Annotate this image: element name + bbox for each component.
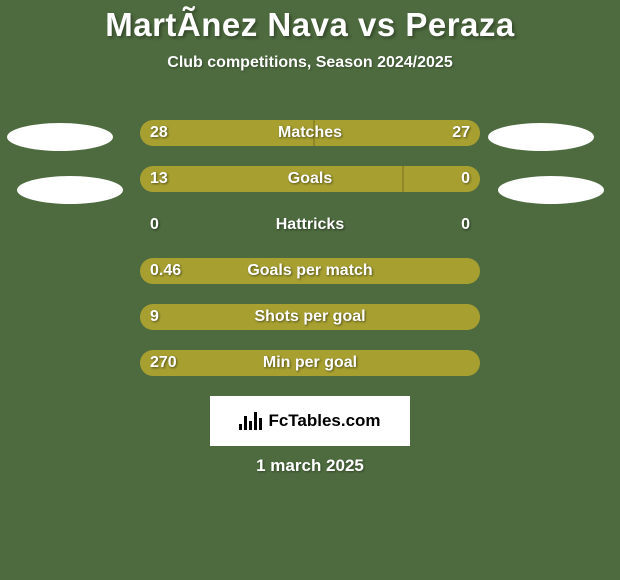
compare-row: Goals130 bbox=[0, 156, 620, 202]
bar-chart-icon bbox=[239, 412, 262, 430]
page-subtitle: Club competitions, Season 2024/2025 bbox=[0, 54, 620, 72]
bar-left bbox=[140, 304, 480, 330]
bar-track bbox=[140, 258, 480, 284]
bar-track bbox=[140, 304, 480, 330]
bar-track bbox=[140, 120, 480, 146]
bar-track bbox=[140, 350, 480, 376]
compare-row: Goals per match0.46 bbox=[0, 248, 620, 294]
bar-left bbox=[140, 258, 480, 284]
compare-row: Min per goal270 bbox=[0, 340, 620, 386]
compare-row: Hattricks00 bbox=[0, 202, 620, 248]
page-title: MartÃ­nez Nava vs Peraza bbox=[0, 0, 620, 44]
fctables-logo: FcTables.com bbox=[210, 396, 410, 446]
bar-track bbox=[140, 212, 480, 238]
compare-row: Shots per goal9 bbox=[0, 294, 620, 340]
comparison-chart: Matches2827Goals130Hattricks00Goals per … bbox=[0, 110, 620, 386]
footer-date: 1 march 2025 bbox=[0, 456, 620, 476]
bar-left bbox=[140, 120, 313, 146]
bar-left bbox=[140, 350, 480, 376]
bar-right bbox=[313, 120, 480, 146]
fctables-text: FcTables.com bbox=[268, 411, 380, 431]
bar-left bbox=[140, 166, 402, 192]
bar-right bbox=[402, 166, 480, 192]
bar-track bbox=[140, 166, 480, 192]
compare-row: Matches2827 bbox=[0, 110, 620, 156]
